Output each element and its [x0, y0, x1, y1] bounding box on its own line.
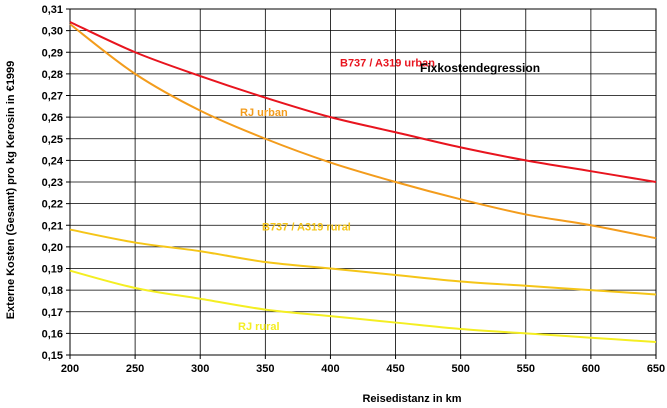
y-axis-title: Externe Kosten (Gesamt) pro kg Kerosin i…	[5, 61, 17, 320]
x-tick-label: 200	[61, 363, 79, 375]
y-tick-label: 0,15	[42, 350, 63, 362]
y-tick-label: 0,22	[42, 199, 63, 211]
y-tick-label: 0,23	[42, 177, 63, 189]
series-lines	[69, 21, 657, 344]
x-tick-label: 550	[517, 363, 535, 375]
y-axis-ticks: 0,15 0,16 0,17 0,18 0,19 0,20 0,21 0,22 0,23 0,24…	[42, 4, 70, 362]
x-tick-label: 250	[126, 363, 144, 375]
y-tick-label: 0,31	[42, 4, 63, 16]
y-tick-label: 0,27	[42, 91, 63, 103]
series-labels: B737 / A319 urban RJ urban B737 / A319 rur…	[238, 57, 435, 333]
chart-annotation: Fixkostendegression	[420, 61, 540, 75]
x-tick-label: 350	[256, 363, 274, 375]
x-tick-label: 500	[451, 363, 469, 375]
x-tick-label: 600	[582, 363, 600, 375]
y-tick-label: 0,26	[42, 112, 63, 124]
y-tick-label: 0,29	[42, 47, 63, 59]
y-tick-label: 0,16	[42, 328, 63, 340]
x-axis-ticks: 200 250 300 350 400 450 500 550 600 650	[61, 355, 665, 375]
x-tick-label: 450	[386, 363, 404, 375]
series-line	[69, 23, 657, 240]
series-line	[69, 269, 657, 344]
series-label: RJ rural	[238, 321, 280, 333]
x-axis-title: Reisedistanz in km	[362, 393, 461, 405]
y-tick-label: 0,19	[42, 264, 63, 276]
grid-lines	[70, 9, 656, 355]
series-line	[69, 228, 657, 296]
y-tick-label: 0,20	[42, 242, 63, 254]
series-label: B737 / A319 urban	[340, 57, 435, 69]
x-tick-label: 650	[647, 363, 665, 375]
y-tick-label: 0,25	[42, 134, 63, 146]
x-tick-label: 300	[191, 363, 209, 375]
series-label: RJ urban	[240, 107, 288, 119]
series-line	[69, 21, 657, 183]
x-tick-label: 400	[321, 363, 339, 375]
y-tick-label: 0,28	[42, 69, 63, 81]
y-tick-label: 0,21	[42, 220, 63, 232]
series-label: B737 / A319 rural	[262, 222, 351, 234]
y-tick-label: 0,18	[42, 285, 63, 297]
y-tick-label: 0,24	[42, 155, 64, 167]
y-tick-label: 0,30	[42, 26, 63, 38]
y-tick-label: 0,17	[42, 307, 63, 319]
